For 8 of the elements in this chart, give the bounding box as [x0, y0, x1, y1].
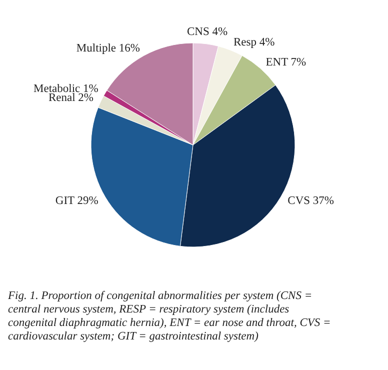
slice-label: ENT 7% [266, 56, 307, 68]
caption: Fig. 1. Proportion of congenital abnormalities per system (CNS = central nervous system, RESP = respiratory system (includes congenital diaphragmatic hernia), ENT = ear nose and throat, CVS = cardiovascular system; GIT = gastrointestinal system) [7, 290, 331, 342]
slice-label: GIT 29% [55, 194, 99, 207]
slice-label: Resp 4% [233, 36, 276, 49]
slice-label: CNS 4% [187, 26, 228, 38]
slice-label: Multiple 16% [76, 42, 140, 55]
slice-label: Renal 2% [48, 92, 94, 104]
slice-label: CVS 37% [288, 194, 334, 207]
